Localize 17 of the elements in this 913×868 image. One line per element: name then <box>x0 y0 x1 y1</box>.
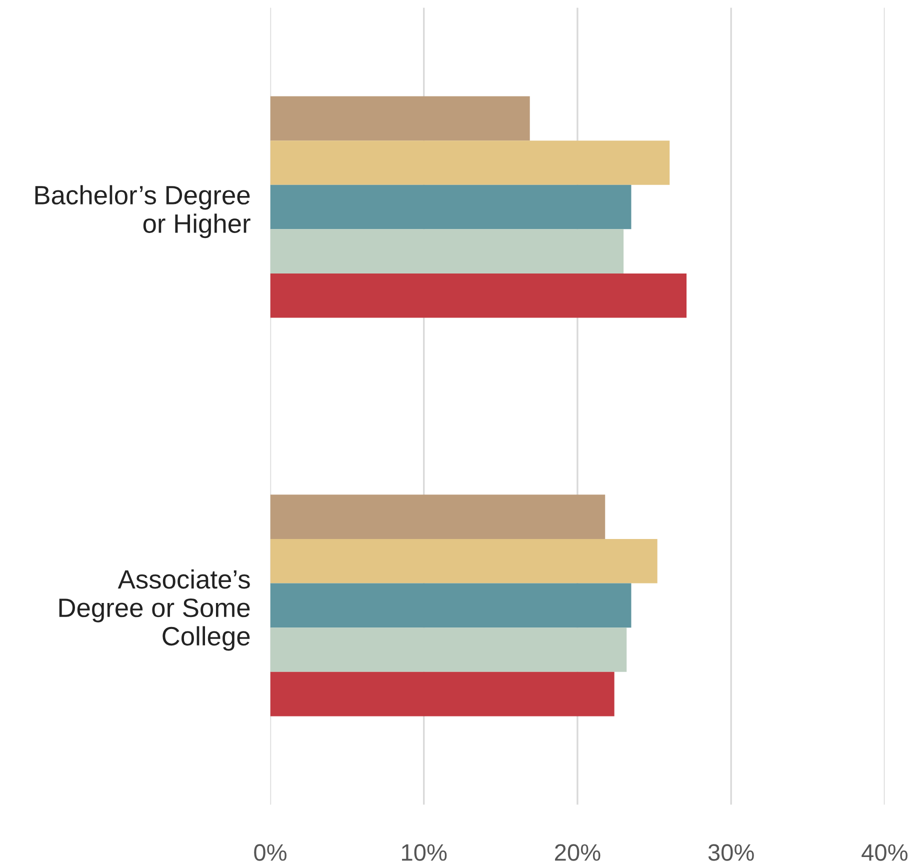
bar <box>270 538 658 584</box>
y-tick-label: Bachelor’s Degree or Higher <box>35 185 250 238</box>
x-tick-label: 20% <box>555 844 600 861</box>
bar <box>270 672 614 716</box>
x-tick-label: 10% <box>402 844 447 861</box>
bar <box>270 494 606 539</box>
bar <box>270 229 624 274</box>
bar <box>270 628 627 672</box>
bar <box>270 140 670 185</box>
bar <box>270 184 632 230</box>
x-tick-label: 30% <box>708 844 754 861</box>
x-tick-label: 0% <box>254 844 286 861</box>
x-tick-label: 40% <box>862 844 908 861</box>
bar <box>270 583 632 628</box>
y-tick-label: Associate’s Degree or Some College <box>59 569 250 651</box>
bar <box>270 96 530 141</box>
bar <box>270 273 687 318</box>
